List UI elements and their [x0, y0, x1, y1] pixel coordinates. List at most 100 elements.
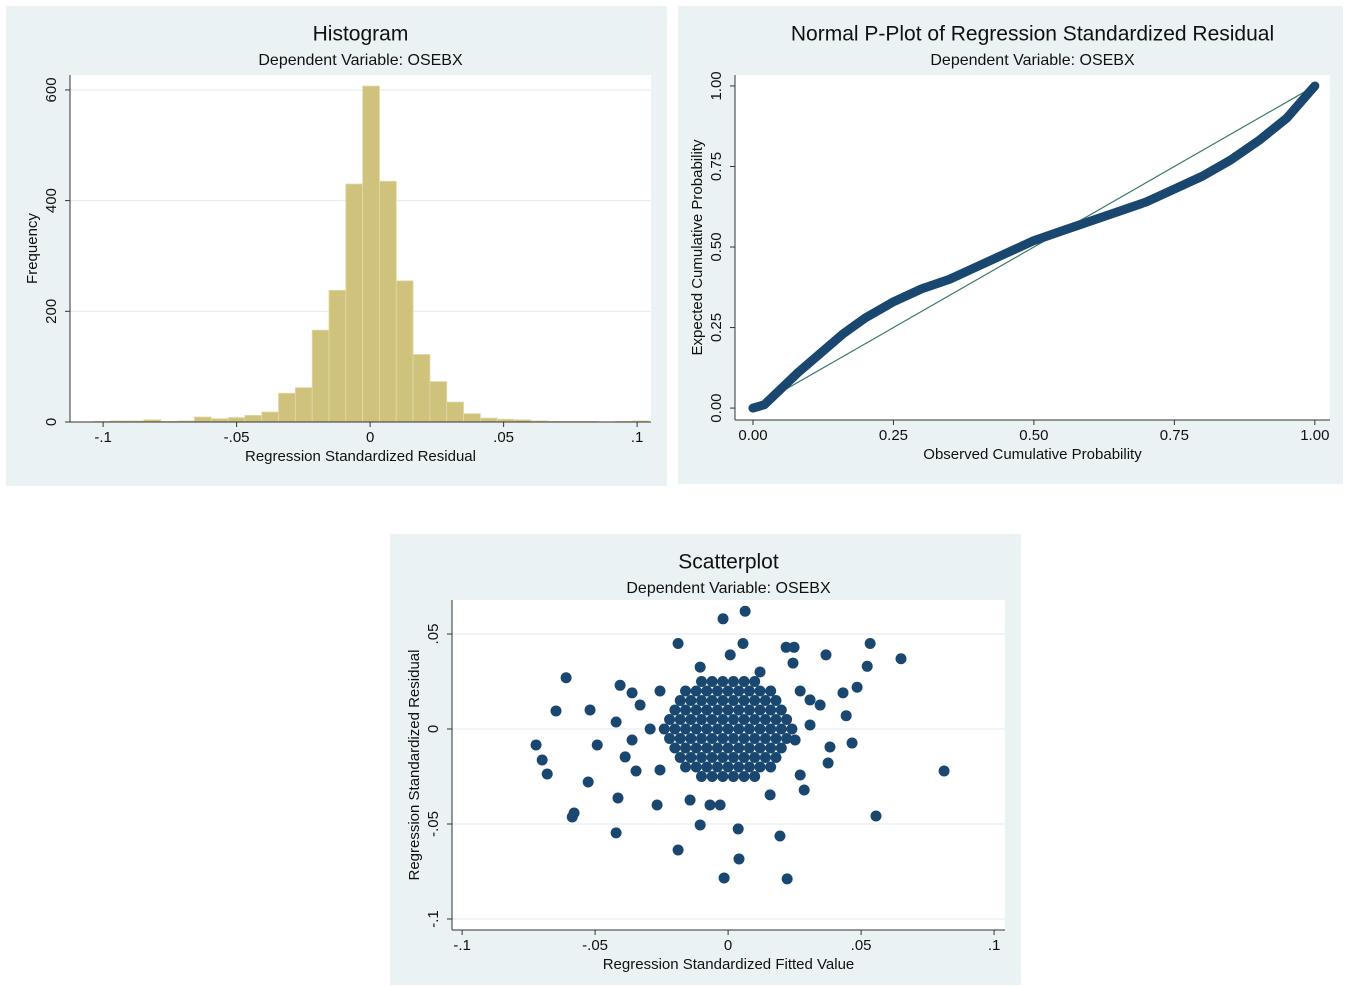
- scatter-point: [619, 751, 631, 763]
- scatter-point: [690, 685, 702, 697]
- scatter-point: [685, 751, 697, 763]
- bar: [362, 85, 380, 423]
- scatter-point: [861, 660, 873, 672]
- scatter-point: [711, 761, 723, 773]
- scatter-point: [684, 794, 696, 806]
- x-tick-label: .05: [851, 937, 872, 954]
- scatter-point: [704, 799, 716, 811]
- scatter-point: [722, 761, 734, 773]
- scatter-point: [626, 734, 638, 746]
- scatter-point: [737, 638, 749, 650]
- scatter-point: [733, 761, 745, 773]
- chart-subtitle: Dependent Variable: OSEBX: [626, 580, 831, 597]
- scatter-point: [727, 676, 739, 688]
- scatter-point: [749, 751, 761, 763]
- scatter-point: [674, 732, 686, 744]
- scatter-point: [664, 713, 676, 725]
- scatter-point: [696, 676, 708, 688]
- scatter-point: [749, 770, 761, 782]
- scatter-point: [754, 704, 766, 716]
- scatter-point: [696, 751, 708, 763]
- scatter-point: [674, 751, 686, 763]
- x-tick-label: -.1: [453, 937, 471, 954]
- bar: [194, 416, 212, 423]
- y-tick-label: 1.00: [708, 71, 725, 100]
- scatter-point: [727, 770, 739, 782]
- scatter-point: [680, 761, 692, 773]
- x-axis-title: Observed Cumulative Probability: [923, 446, 1142, 463]
- scatter-point: [837, 687, 849, 699]
- bar: [446, 401, 464, 423]
- scatter-point: [717, 713, 729, 725]
- scatter-point: [759, 695, 771, 707]
- scatter-point: [536, 754, 548, 766]
- scatter-point: [743, 704, 755, 716]
- scatter-point: [770, 695, 782, 707]
- scatter-point: [781, 732, 793, 744]
- x-tick-label: .05: [493, 429, 514, 446]
- scatter-point: [820, 649, 832, 661]
- scatter-point: [696, 770, 708, 782]
- scatter-point: [566, 811, 578, 823]
- bar: [463, 413, 481, 423]
- scatter-point: [680, 723, 692, 735]
- scatter-point: [711, 704, 723, 716]
- bar: [379, 180, 397, 423]
- scatter-point: [717, 732, 729, 744]
- chart-panel: Scatterplot Dependent Variable: OSEBX Regr…: [390, 534, 1021, 985]
- scatter-point: [610, 827, 622, 839]
- scatter-point: [794, 685, 806, 697]
- scatter-point: [822, 757, 834, 769]
- bar: [261, 411, 279, 423]
- scatter-point: [696, 713, 708, 725]
- bar: [227, 417, 246, 423]
- scatter-point: [775, 704, 787, 716]
- chart-title: Histogram: [313, 23, 409, 46]
- y-tick-label: 0: [425, 725, 442, 733]
- scatter-point: [733, 685, 745, 697]
- scatter-point: [672, 844, 684, 856]
- bar: [278, 392, 296, 423]
- scatter-point: [626, 687, 638, 699]
- scatter-point: [754, 761, 766, 773]
- scatter-point: [738, 770, 750, 782]
- scatter-point: [759, 751, 771, 763]
- scatter-point: [584, 704, 596, 716]
- scatter-point: [669, 723, 681, 735]
- scatter-point: [722, 742, 734, 754]
- scatter-point: [754, 723, 766, 735]
- scatter-point: [701, 761, 713, 773]
- scatter-point: [706, 732, 718, 744]
- x-tick-label: 0: [724, 937, 732, 954]
- y-tick-label: 400: [43, 188, 60, 213]
- scatter-point: [738, 676, 750, 688]
- scatter-point: [754, 685, 766, 697]
- scatter-point: [754, 666, 766, 678]
- y-tick-label: .05: [425, 624, 442, 645]
- x-tick-label: 0: [366, 429, 374, 446]
- scatter-point: [614, 679, 626, 691]
- scatter-point: [749, 676, 761, 688]
- scatter-point: [711, 685, 723, 697]
- scatter-point: [722, 685, 734, 697]
- scatter-point: [775, 723, 787, 735]
- scatter-point: [717, 613, 729, 625]
- scatter-point: [733, 723, 745, 735]
- scatter-point: [789, 734, 801, 746]
- scatter-point: [727, 695, 739, 707]
- series-line: [748, 81, 1320, 413]
- scatter-point: [798, 784, 810, 796]
- scatter-point: [711, 723, 723, 735]
- scatter-point: [717, 770, 729, 782]
- x-axis-title: Regression Standardized Fitted Value: [603, 956, 855, 973]
- scatter-point: [612, 792, 624, 804]
- scatter-point: [680, 685, 692, 697]
- scatter-point: [550, 705, 562, 717]
- scatter-point: [765, 761, 777, 773]
- y-tick-label: 0: [43, 418, 60, 426]
- x-tick-label: 0.50: [1019, 427, 1048, 444]
- scatter-point: [738, 732, 750, 744]
- scatter-point: [754, 742, 766, 754]
